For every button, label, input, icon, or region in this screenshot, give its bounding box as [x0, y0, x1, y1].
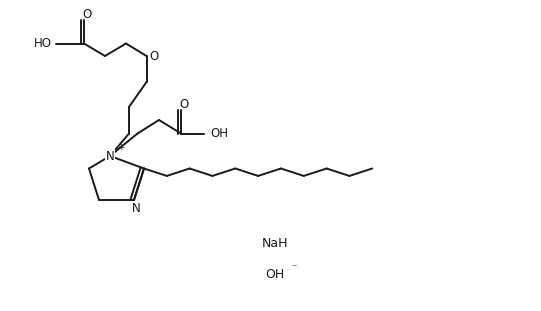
Text: +: +: [117, 142, 125, 151]
Text: O: O: [149, 49, 158, 63]
Text: HO: HO: [34, 37, 52, 50]
Text: O: O: [82, 7, 91, 21]
Text: ⁻: ⁻: [291, 263, 297, 273]
Text: N: N: [132, 202, 141, 216]
Text: N: N: [105, 150, 114, 163]
Text: NaH: NaH: [262, 237, 288, 250]
Text: O: O: [180, 98, 189, 110]
Text: OH: OH: [210, 127, 228, 140]
Text: OH: OH: [266, 268, 285, 281]
